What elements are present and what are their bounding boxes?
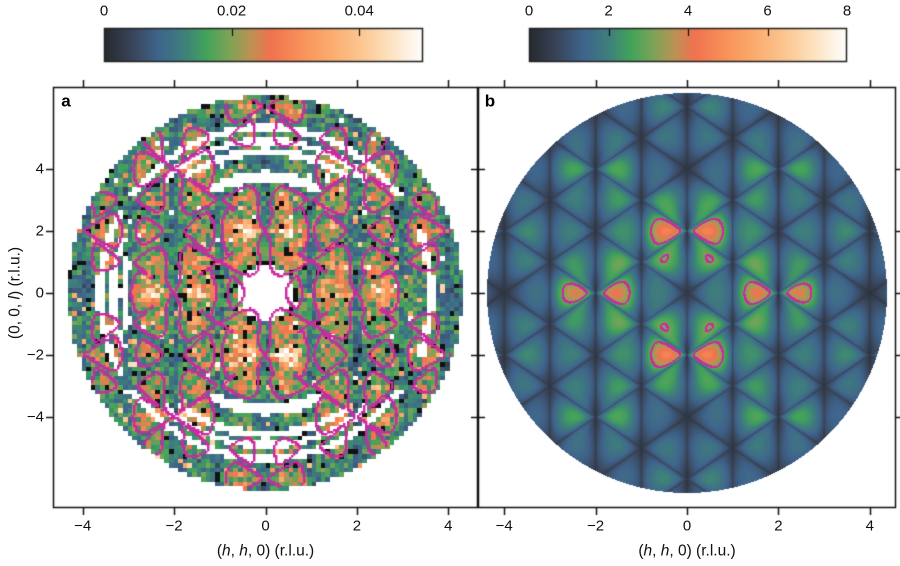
x-tick-label: 2 [352, 517, 362, 535]
colorbar-tick-label: 4 [683, 2, 693, 20]
panel-a-label: a [61, 91, 71, 111]
y-tick-label: −2 [26, 346, 44, 364]
axis-label-text: ) (r.l.u.) [6, 246, 24, 296]
y-tick-label: 0 [35, 284, 44, 302]
colorbar-tick-label: 2 [604, 2, 613, 20]
x-axis-title: (h, h, 0) (r.l.u.) [217, 543, 314, 559]
colorbar-tick-label: 0.04 [344, 2, 374, 20]
x-axis-title: (h, h, 0) (r.l.u.) [638, 543, 735, 559]
axis-label-text: , 0) (r.l.u.) [669, 542, 736, 560]
colorbar-tick-label: 0.02 [216, 2, 247, 20]
colorbar-tick-label: 6 [763, 2, 772, 20]
axis-label-text: , [652, 542, 661, 560]
axis-label-text: ( [638, 542, 644, 560]
x-tick-label: −4 [74, 517, 92, 535]
x-tick-label: 0 [682, 517, 692, 535]
axis-variable: h [643, 542, 653, 560]
x-tick-label: −2 [587, 517, 605, 535]
y-tick-label: 4 [35, 160, 44, 178]
axis-variable: h [221, 542, 231, 560]
x-tick-label: −2 [165, 517, 183, 535]
x-tick-label: −4 [495, 517, 513, 535]
x-tick-label: 2 [774, 517, 783, 535]
axis-variable: l [6, 296, 24, 300]
y-axis-title: (0, 0, l) (r.l.u.) [6, 246, 24, 340]
x-tick-label: 0 [261, 517, 270, 535]
y-tick-label: 2 [35, 222, 44, 240]
axis-label-text: , 0) (r.l.u.) [247, 542, 315, 560]
colorbar-tick-label: 0 [99, 2, 109, 20]
x-tick-label: 4 [444, 517, 453, 535]
colorbar-tick-label: 0 [524, 2, 534, 20]
x-tick-label: 4 [865, 517, 874, 535]
panel-b-label: b [484, 91, 496, 111]
axis-variable: h [239, 542, 248, 560]
colorbar-tick-label: 8 [842, 2, 852, 20]
axis-variable: h [660, 542, 670, 560]
axis-label-text: ( [216, 542, 222, 560]
y-tick-label: −4 [26, 408, 44, 426]
axis-label-text: (0, 0, [6, 299, 24, 340]
axis-label-text: , [230, 542, 240, 560]
